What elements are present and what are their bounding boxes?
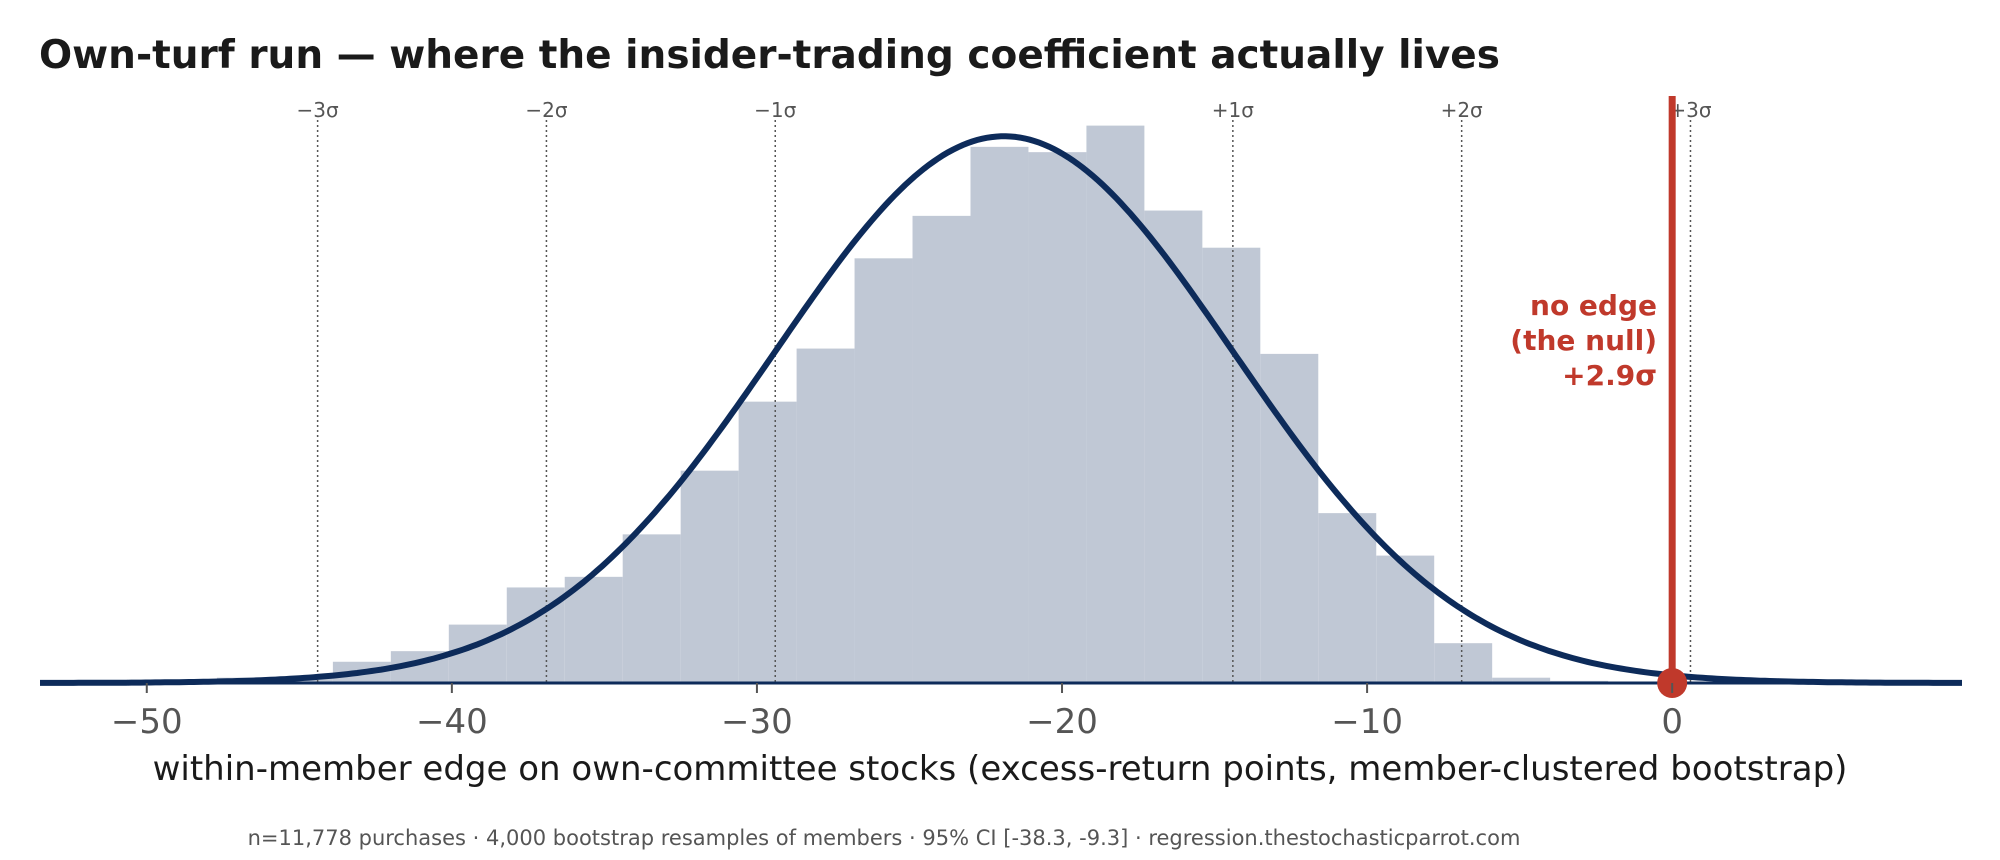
chart-title: Own-turf run — where the insider-trading… bbox=[39, 33, 1500, 78]
x-axis-ticks: −50 −40 −30 −20 −10 0 bbox=[111, 683, 1683, 742]
x-tick-label-3: −20 bbox=[1026, 702, 1098, 742]
histogram-bars bbox=[216, 125, 1609, 684]
histogram-bar-11 bbox=[854, 258, 913, 683]
null-label-line-3: +2.9σ bbox=[1562, 359, 1657, 392]
histogram-bar-20 bbox=[1376, 555, 1435, 683]
x-tick-label-0: −50 bbox=[111, 702, 183, 742]
sigma-label-2: −1σ bbox=[754, 98, 796, 122]
x-tick-label-1: −40 bbox=[416, 702, 488, 742]
sigma-label-4: +2σ bbox=[1441, 98, 1483, 122]
histogram-bar-10 bbox=[796, 348, 855, 683]
histogram-bar-14 bbox=[1028, 152, 1087, 683]
histogram-bar-15 bbox=[1086, 125, 1145, 683]
sigma-label-1: −2σ bbox=[525, 98, 567, 122]
null-label-line-2: (the null) bbox=[1510, 324, 1657, 357]
histogram-bar-6 bbox=[564, 576, 623, 683]
normal-fit-curve bbox=[40, 133, 1962, 686]
histogram-bar-19 bbox=[1318, 513, 1377, 683]
x-tick-label-5: 0 bbox=[1661, 702, 1683, 742]
histogram-bar-8 bbox=[680, 470, 739, 683]
histogram-bar-9 bbox=[738, 401, 797, 683]
x-tick-label-2: −30 bbox=[721, 702, 793, 742]
histogram-bar-12 bbox=[912, 215, 971, 684]
sigma-lines: −3σ −2σ −1σ +1σ +2σ +3σ bbox=[297, 98, 1712, 683]
sigma-label-3: +1σ bbox=[1212, 98, 1254, 122]
x-axis-label: within-member edge on own-committee stoc… bbox=[153, 749, 1848, 789]
histogram-bar-22 bbox=[1492, 677, 1551, 683]
sigma-label-5: +3σ bbox=[1669, 98, 1711, 122]
histogram-bar-13 bbox=[970, 146, 1029, 683]
histogram-bar-7 bbox=[622, 534, 681, 683]
sigma-label-0: −3σ bbox=[297, 98, 339, 122]
footer-note: n=11,778 purchases · 4,000 bootstrap res… bbox=[248, 826, 1521, 850]
histogram-bar-17 bbox=[1202, 247, 1261, 684]
histogram-bar-21 bbox=[1434, 643, 1493, 683]
null-label-line-1: no edge bbox=[1530, 289, 1657, 322]
x-tick-label-4: −10 bbox=[1331, 702, 1403, 742]
histogram-bar-16 bbox=[1144, 210, 1203, 684]
